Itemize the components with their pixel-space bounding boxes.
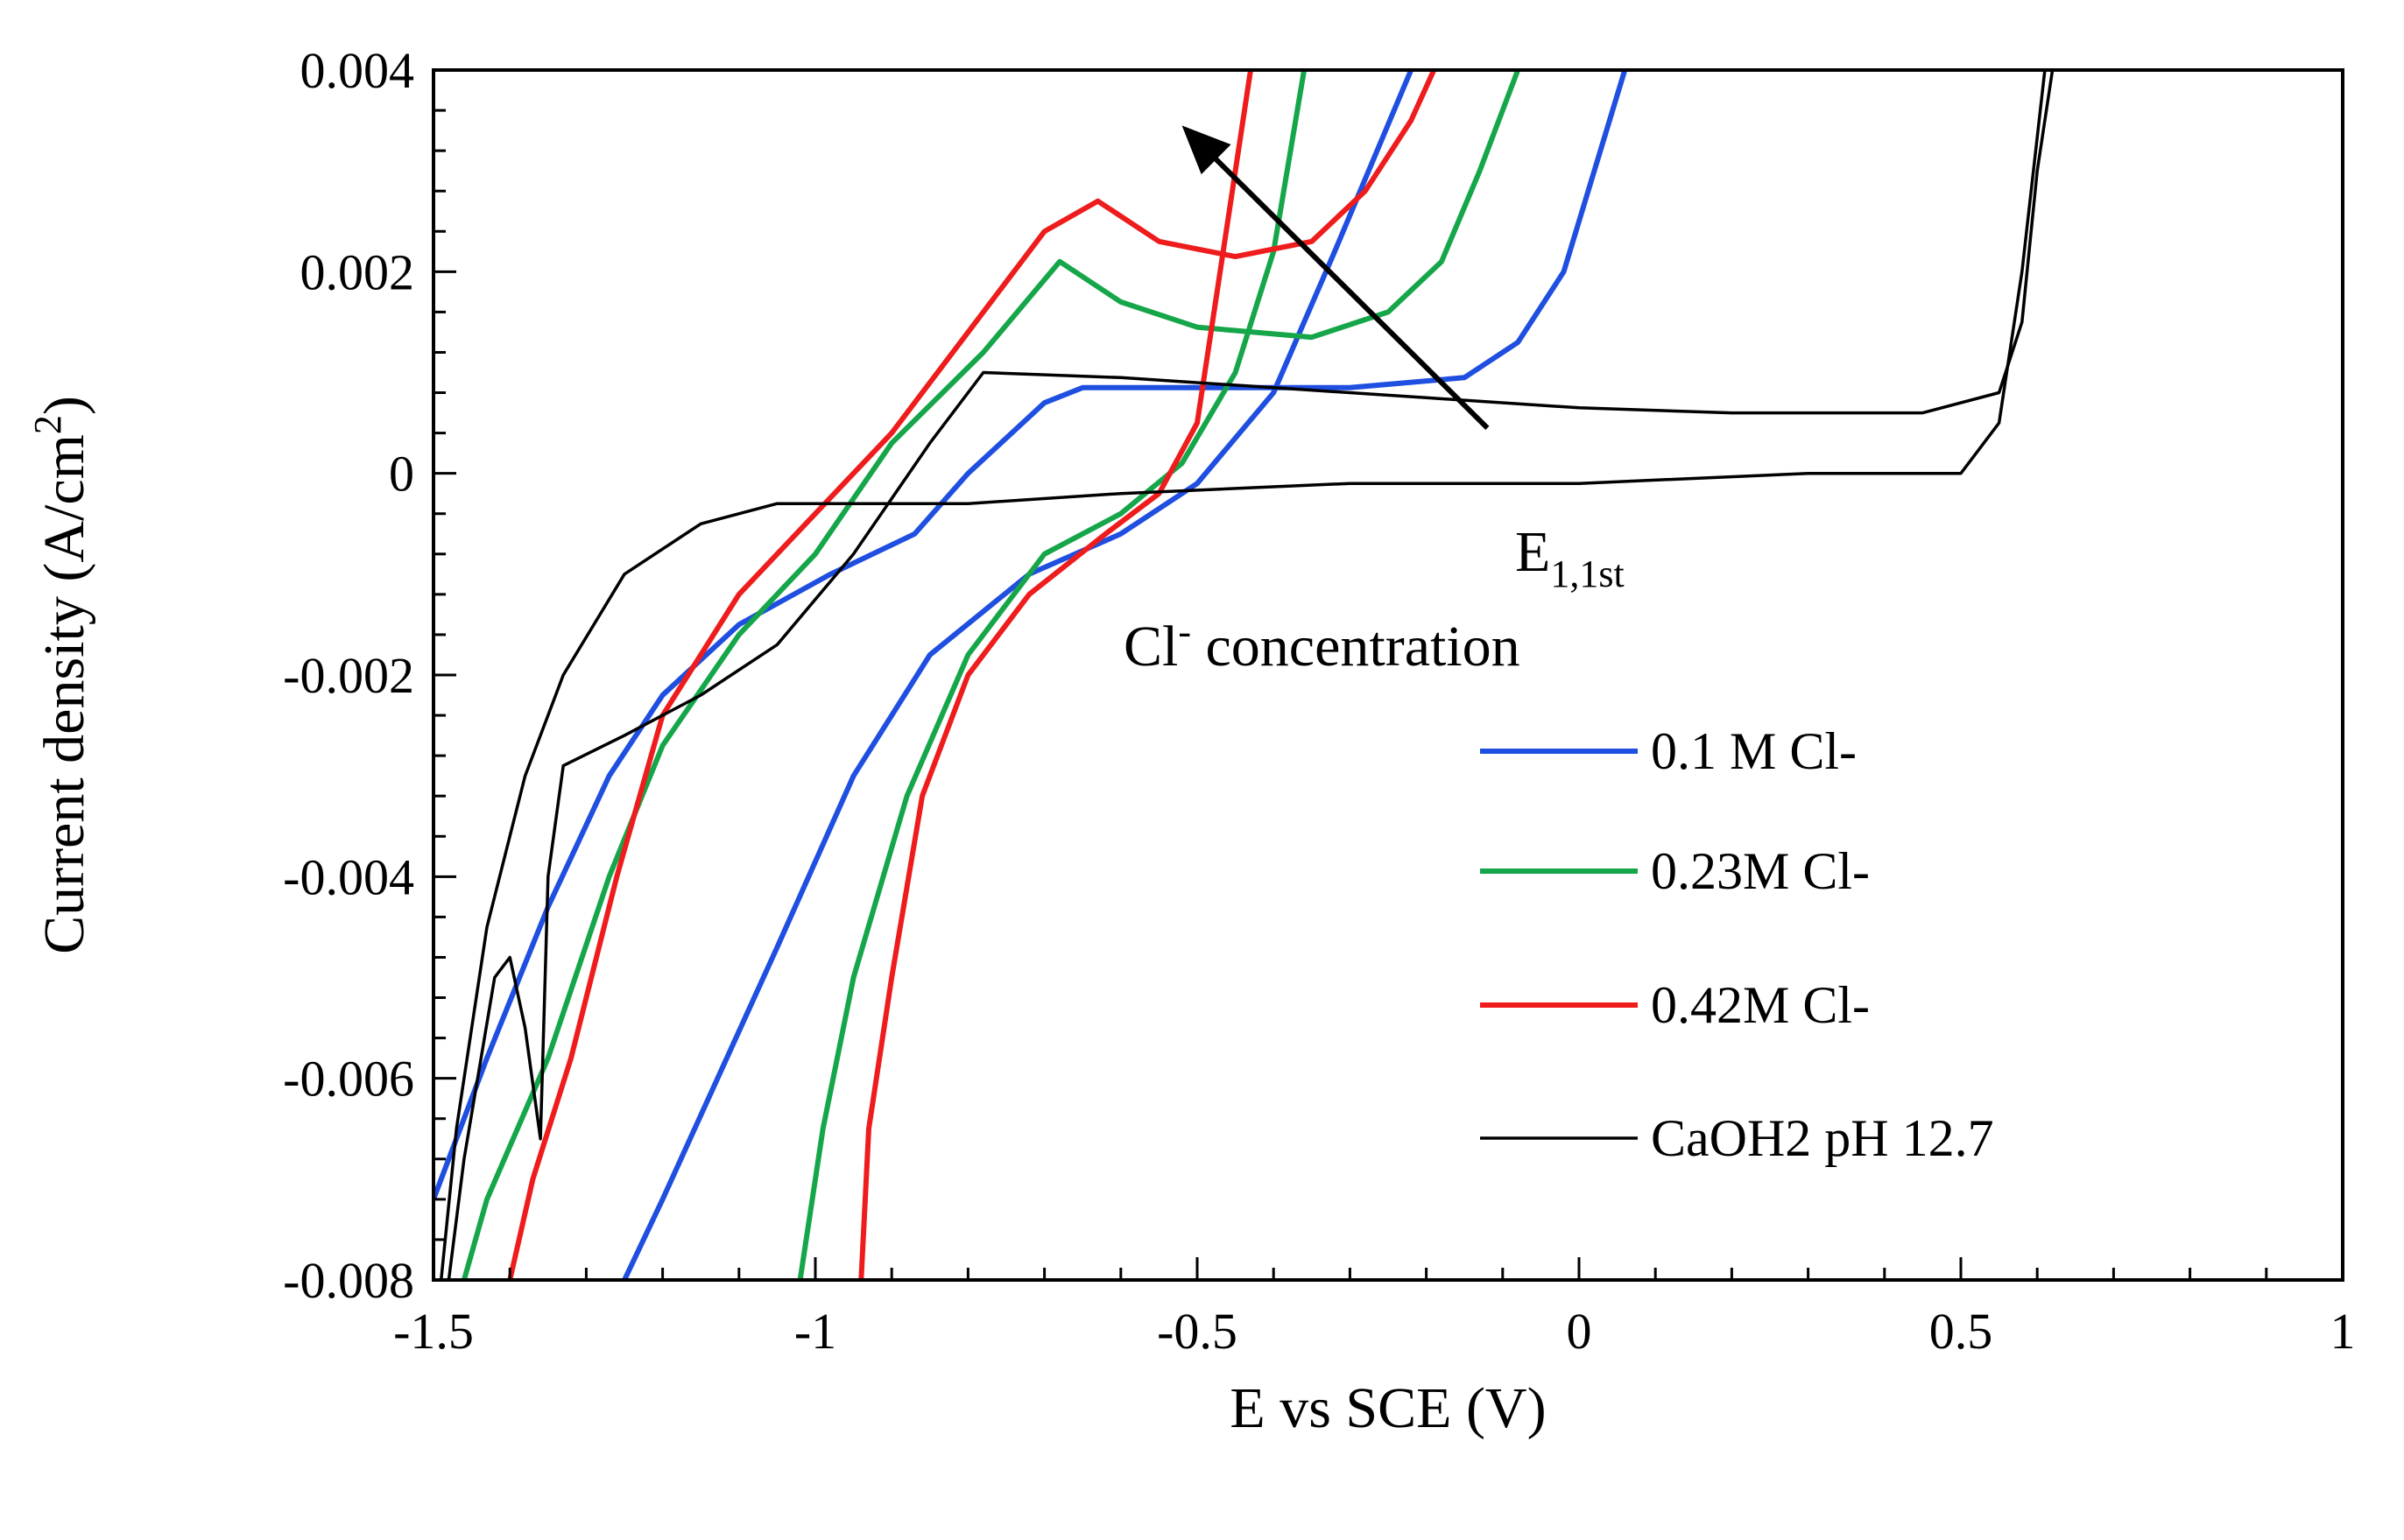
y-tick-label: -0.004 — [283, 848, 414, 905]
x-tick-label: 0.5 — [1929, 1303, 1993, 1360]
y-axis-title-main: Current density (A/cm — [32, 434, 96, 954]
x-tick-label: 1 — [2330, 1303, 2356, 1360]
y-tick-label: -0.006 — [283, 1051, 414, 1108]
series-forward-2 — [507, 70, 1437, 1280]
series-return-2 — [858, 70, 1253, 1280]
arrow-line — [1214, 157, 1490, 430]
y-tick-label: 0.002 — [300, 243, 415, 300]
legend-label: 0.1 M Cl- — [1651, 722, 1857, 780]
e-annotation-sub: 1,1st — [1550, 552, 1624, 595]
x-tick-label: -1 — [794, 1303, 836, 1360]
y-axis-title-sup: 2 — [26, 415, 69, 434]
series-return-0 — [622, 70, 1413, 1280]
e-annotation-main: E — [1515, 520, 1550, 584]
x-tick-label: -0.5 — [1157, 1303, 1237, 1360]
y-axis-title-close: ) — [32, 396, 96, 415]
arrow-head — [1181, 125, 1231, 175]
annotation-arrow — [1181, 125, 1490, 430]
y-tick-label: -0.008 — [283, 1252, 414, 1309]
legend-label: 0.23M Cl- — [1651, 842, 1870, 900]
series-forward-1 — [462, 70, 1521, 1280]
ticks-layer — [432, 68, 2344, 1282]
y-tick-label: -0.002 — [283, 647, 414, 704]
series-forward-0 — [434, 70, 1628, 1200]
series-forward-3 — [447, 70, 2055, 1280]
y-tick-label: 0.004 — [300, 42, 415, 99]
x-axis-title: E vs SCE (V) — [1230, 1376, 1546, 1440]
y-axis-title: Current density (A/cm2) — [26, 396, 96, 954]
legend-label: 0.42M Cl- — [1651, 976, 1870, 1034]
x-tick-label: 0 — [1567, 1303, 1592, 1360]
legend: 0.1 M Cl- 0.23M Cl- 0.42M Cl- CaOH2 pH 12.7 — [1480, 722, 1994, 1167]
e-1-1st-annotation: E1,1st — [1515, 520, 1625, 595]
x-tick-label: -1.5 — [393, 1303, 474, 1360]
cl-concentration-annotation: Cl- concentration — [1124, 610, 1520, 679]
y-tick-label: 0 — [389, 446, 414, 503]
series-return-3 — [439, 70, 2047, 1280]
series-return-1 — [797, 70, 1308, 1280]
labels-layer: -1.5 -1 -0.5 0 0.5 10.0040.0020-0.002-0.004-0… — [283, 42, 2355, 1360]
cl-annotation-sup: - — [1178, 610, 1191, 653]
cl-annotation-main: Cl — [1124, 615, 1178, 679]
series-layer — [434, 70, 2055, 1280]
legend-label: CaOH2 pH 12.7 — [1651, 1109, 1994, 1167]
cl-annotation-rest: concentration — [1191, 615, 1520, 679]
